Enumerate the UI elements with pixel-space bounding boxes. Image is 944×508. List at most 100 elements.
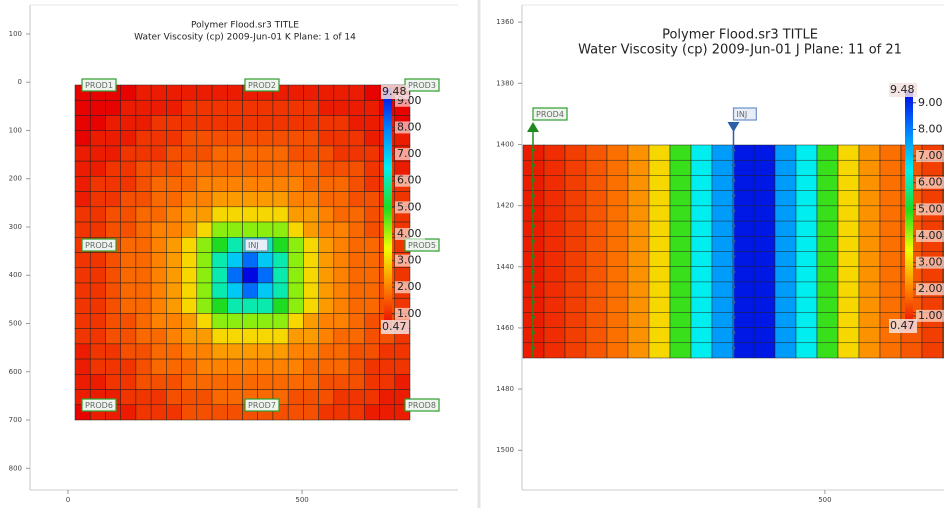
cell	[227, 84, 243, 101]
cell	[287, 343, 304, 360]
cell	[211, 358, 228, 375]
well-label-box	[244, 78, 280, 92]
well-perf	[531, 254, 535, 259]
cell	[348, 130, 365, 147]
cell	[166, 84, 182, 101]
cell	[242, 99, 258, 116]
cell	[364, 313, 380, 329]
cell	[333, 176, 350, 192]
cell	[303, 145, 319, 162]
cell	[196, 297, 213, 314]
cell	[242, 374, 258, 390]
cell	[196, 176, 213, 192]
cell	[272, 252, 289, 268]
cell	[105, 99, 121, 116]
cell	[196, 389, 213, 406]
cell	[74, 191, 91, 208]
cell	[211, 221, 228, 238]
colorbar-label-bg	[916, 256, 944, 269]
cell	[105, 328, 121, 345]
colorbar-min: 0.47	[890, 319, 915, 332]
cell	[318, 145, 335, 162]
well-perf	[731, 269, 736, 274]
cell	[348, 358, 365, 375]
well-perf	[731, 285, 736, 289]
well-perf	[531, 269, 535, 274]
cell	[181, 84, 198, 101]
cell	[227, 221, 243, 238]
cell	[333, 389, 350, 406]
cell	[196, 374, 213, 390]
cell	[242, 160, 258, 177]
cell	[272, 115, 289, 131]
cell	[166, 99, 182, 116]
cell	[74, 313, 91, 329]
cell	[120, 191, 137, 208]
cell	[333, 221, 350, 238]
cell	[150, 130, 167, 147]
cell	[379, 358, 396, 375]
colorbar-min-box	[381, 320, 409, 334]
cell	[364, 374, 380, 390]
cell	[196, 160, 213, 177]
cell	[181, 130, 198, 147]
well-label-box	[81, 238, 117, 252]
cell	[120, 404, 137, 421]
y-tick-label: 1440	[496, 263, 514, 271]
cell	[196, 343, 213, 360]
cell	[227, 343, 243, 360]
colorbar-label-bg	[916, 96, 944, 109]
cell	[242, 328, 258, 345]
cell	[303, 374, 319, 390]
colorbar-label: 3.00	[397, 254, 422, 267]
y-tick-label: 100	[9, 126, 22, 134]
chart-subtitle: Water Viscosity (cp) 2009-Jun-01 K Plane…	[134, 33, 356, 43]
well-label: PROD2	[248, 81, 276, 90]
cell	[257, 115, 274, 131]
cell	[211, 160, 228, 177]
cell	[181, 191, 198, 208]
cell	[333, 115, 350, 131]
cell	[348, 297, 365, 314]
cell	[120, 221, 137, 238]
cell	[105, 374, 121, 390]
well-perf	[731, 239, 736, 244]
cell	[181, 176, 198, 192]
cell	[166, 221, 182, 238]
cell	[181, 206, 198, 223]
cell	[242, 145, 258, 162]
y-tick-label: 1420	[496, 202, 514, 210]
cell	[135, 99, 152, 116]
cell	[181, 282, 198, 299]
cell	[257, 206, 274, 223]
cell	[364, 221, 380, 238]
cell	[196, 145, 213, 162]
cell	[166, 343, 182, 360]
cell	[89, 115, 106, 131]
cell	[333, 160, 350, 177]
cell	[364, 282, 380, 299]
cell	[318, 130, 335, 147]
cell	[135, 237, 152, 253]
cell	[150, 358, 167, 375]
cell	[287, 297, 304, 314]
cell	[364, 358, 380, 375]
cell	[135, 115, 152, 131]
cell	[227, 404, 243, 421]
x-tick-label: 0	[66, 496, 70, 504]
cell	[89, 297, 106, 314]
cell	[150, 237, 167, 253]
cell	[272, 374, 289, 390]
cell	[211, 389, 228, 406]
cell	[105, 358, 121, 375]
cell	[120, 84, 137, 101]
cell	[150, 328, 167, 345]
cell	[135, 176, 152, 192]
cell	[150, 206, 167, 223]
cell	[348, 160, 365, 177]
cell	[318, 99, 335, 116]
cell	[287, 145, 304, 162]
cell	[105, 176, 121, 192]
cell	[135, 374, 152, 390]
